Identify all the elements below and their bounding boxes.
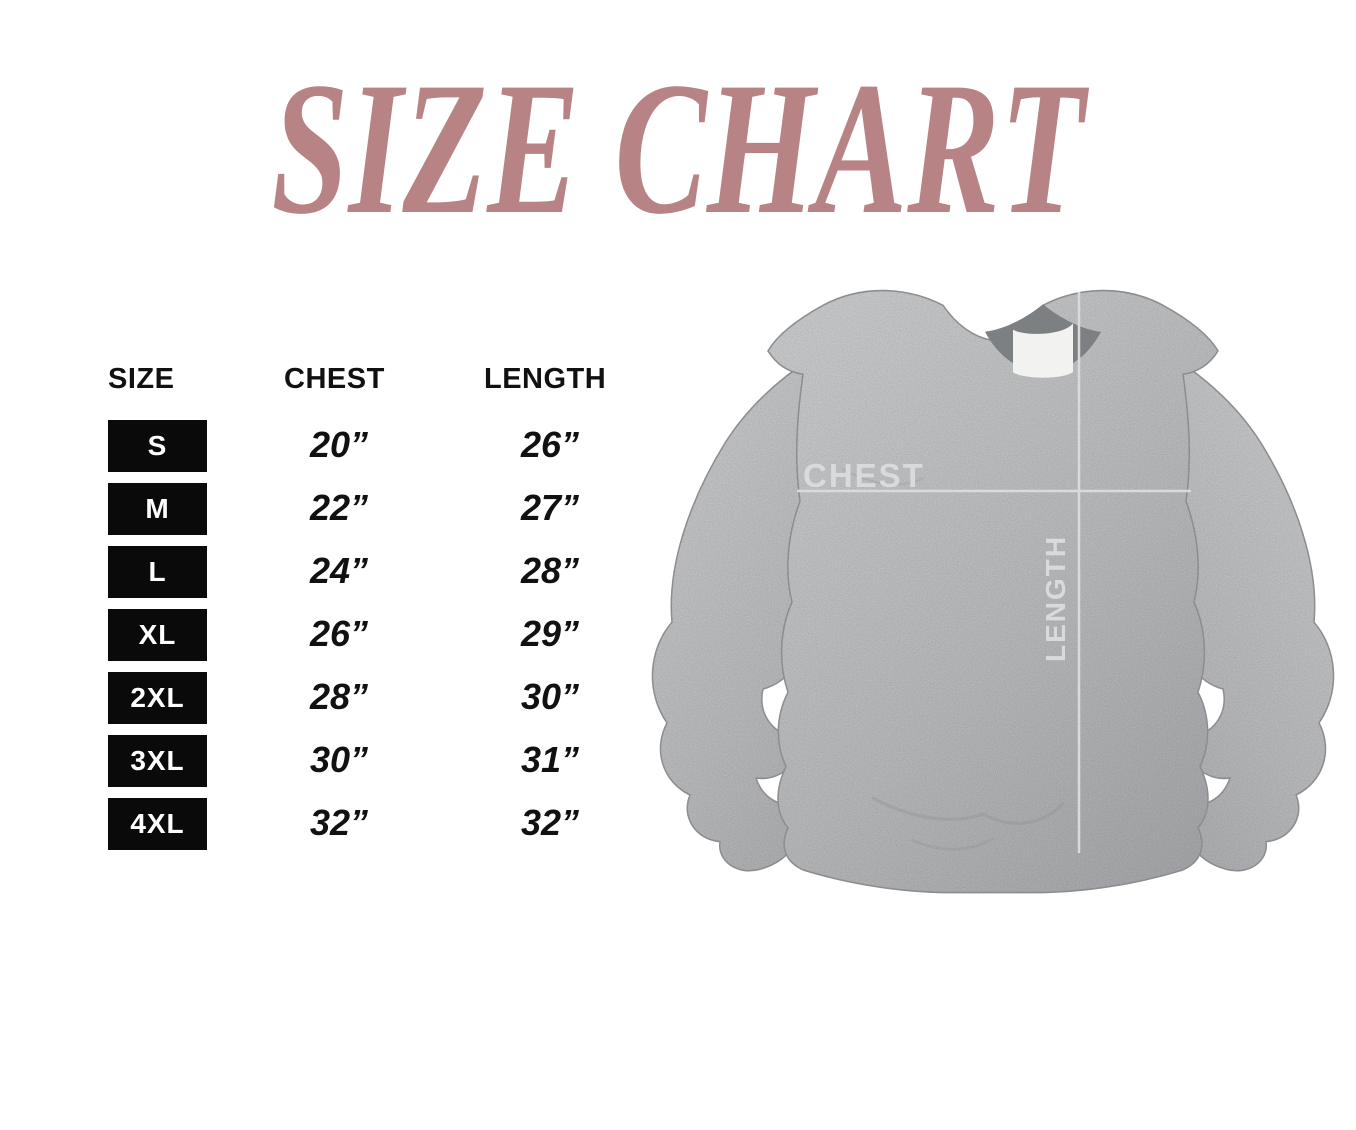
svg-text:CHEST: CHEST <box>803 457 925 494</box>
svg-text:LENGTH: LENGTH <box>1040 535 1071 662</box>
